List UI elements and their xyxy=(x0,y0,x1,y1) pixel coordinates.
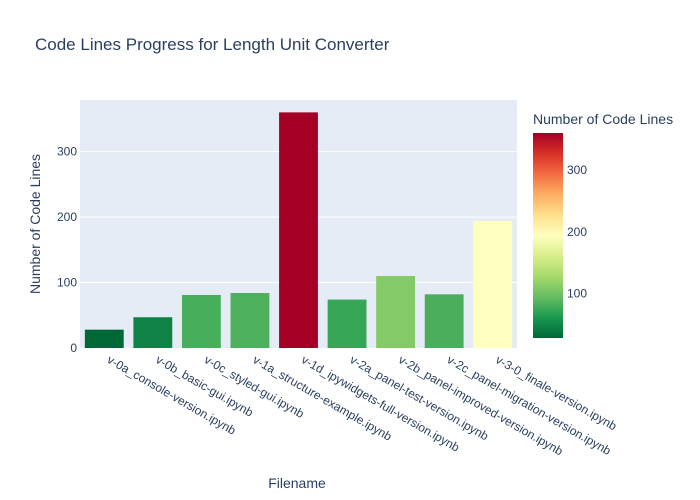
colorbar-tick-label: 300 xyxy=(567,163,587,177)
y-tick-label: 200 xyxy=(57,210,77,224)
chart-title: Code Lines Progress for Length Unit Conv… xyxy=(35,35,390,54)
y-tick-labels: 0 100 200 300 xyxy=(57,145,77,355)
bar[interactable] xyxy=(84,329,124,348)
colorbar-tick-label: 100 xyxy=(567,287,587,301)
bar[interactable] xyxy=(327,299,367,348)
y-tick-label: 100 xyxy=(57,276,77,290)
bar[interactable] xyxy=(181,294,221,348)
bars xyxy=(84,112,513,348)
bar[interactable] xyxy=(473,221,513,348)
colorbar-tick-label: 200 xyxy=(567,225,587,239)
colorbar-tick-labels: 100 200 300 xyxy=(567,163,587,300)
x-axis-title: Filename xyxy=(268,475,326,491)
x-tick-labels: v-0a_console-version.ipynbv-0b_basic-gui… xyxy=(105,352,620,458)
y-tick-label: 300 xyxy=(57,145,77,159)
colorbar xyxy=(533,133,563,338)
bar[interactable] xyxy=(279,112,318,348)
y-tick-label: 0 xyxy=(70,341,77,355)
bar[interactable] xyxy=(230,293,270,348)
y-axis-title: Number of Code Lines xyxy=(27,154,43,294)
colorbar-title: Number of Code Lines xyxy=(533,111,673,127)
bar[interactable] xyxy=(376,276,416,348)
bar[interactable] xyxy=(133,317,173,348)
bar[interactable] xyxy=(424,294,464,348)
